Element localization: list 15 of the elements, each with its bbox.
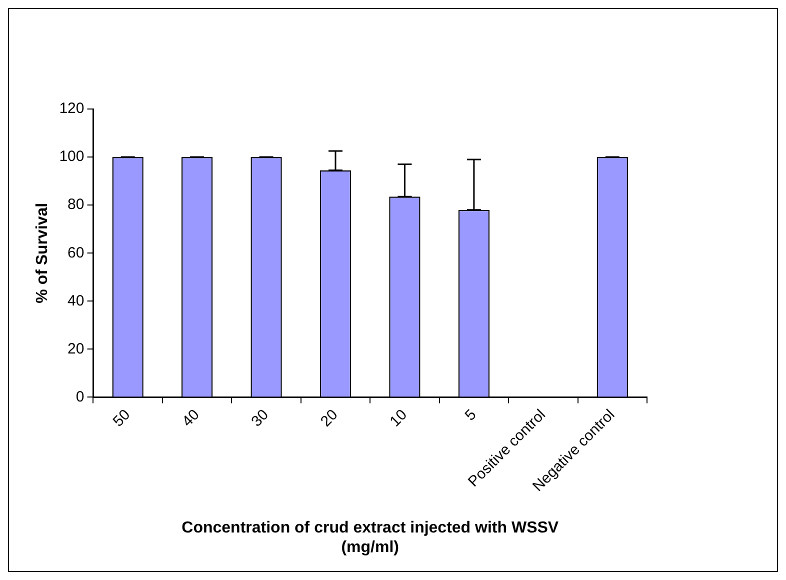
y-tick-label: 120 — [59, 100, 84, 118]
x-tick-label: 30 — [248, 406, 272, 430]
x-tick-label: 5 — [462, 406, 480, 424]
x-tick-label: 10 — [386, 406, 410, 430]
y-axis-title: % of Survival — [34, 202, 52, 304]
x-tick-label: 40 — [178, 406, 203, 430]
x-tick-label: 50 — [110, 406, 134, 430]
y-tick-label: 0 — [76, 388, 84, 406]
y-tick-label: 40 — [68, 292, 84, 310]
x-tick-label: 20 — [317, 406, 342, 430]
x-axis-title: Concentration of crud extract injected with WSSV (mg/ml) — [182, 520, 559, 556]
y-tick-label: 60 — [68, 244, 84, 262]
y-tick-label: 20 — [68, 340, 84, 358]
y-tick-label: 100 — [59, 148, 84, 166]
y-tick-label: 80 — [68, 196, 84, 214]
